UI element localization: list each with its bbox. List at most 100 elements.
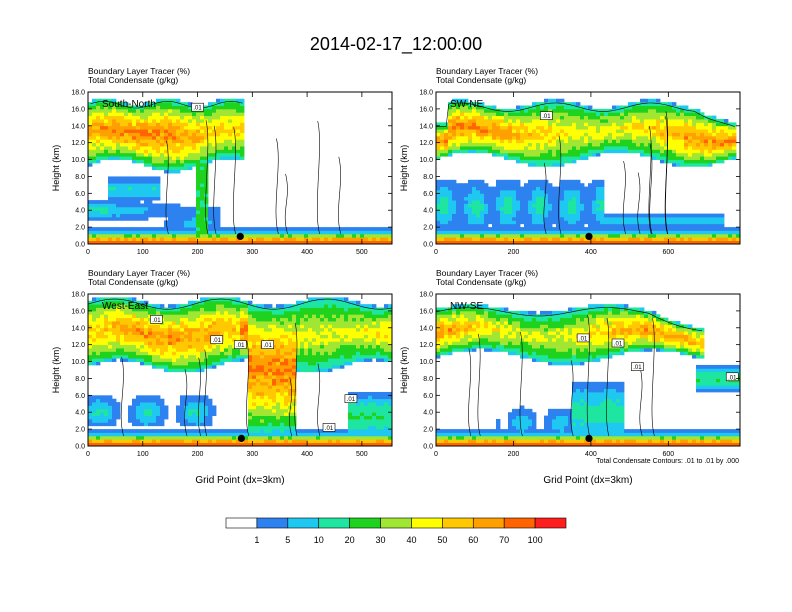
field-cell	[712, 122, 717, 127]
field-cell	[448, 108, 453, 113]
field-cell	[504, 112, 509, 117]
field-cell	[160, 156, 165, 160]
field-cell	[352, 237, 357, 242]
tracer-field	[436, 98, 740, 244]
field-cell	[196, 395, 201, 400]
field-cell	[640, 227, 645, 231]
field-cell	[148, 210, 153, 214]
field-cell	[172, 166, 177, 171]
field-cell	[116, 122, 121, 127]
field-cell	[104, 237, 109, 242]
field-cell	[500, 119, 505, 123]
field-cell	[176, 203, 181, 208]
field-cell	[224, 351, 229, 356]
field-cell	[192, 317, 197, 322]
field-cell	[100, 146, 105, 150]
field-cell	[88, 327, 93, 332]
field-cell	[128, 196, 133, 201]
field-cell	[384, 233, 389, 238]
field-cell	[108, 132, 113, 137]
field-cell	[160, 348, 165, 352]
field-cell	[504, 220, 509, 225]
field-cell	[684, 146, 689, 150]
field-cell	[480, 102, 485, 106]
field-cell	[136, 408, 141, 413]
field-cell	[688, 159, 693, 164]
field-cell	[328, 240, 333, 244]
field-cell	[556, 240, 561, 244]
field-cell	[116, 213, 121, 218]
field-cell	[708, 156, 713, 160]
field-cell	[208, 149, 213, 154]
field-cell	[204, 146, 209, 150]
field-cell	[216, 324, 221, 329]
field-cell	[192, 368, 197, 373]
field-cell	[216, 300, 221, 305]
field-cell	[660, 159, 665, 164]
field-cell	[624, 230, 629, 235]
field-cell	[732, 237, 737, 242]
y-axis-label: Height (km)	[399, 145, 409, 192]
field-cell	[204, 176, 209, 181]
field-cell	[700, 119, 705, 123]
field-cell	[504, 156, 509, 160]
field-cell	[148, 206, 153, 211]
field-cell	[500, 135, 505, 140]
field-cell	[724, 132, 729, 137]
field-cell	[480, 112, 485, 117]
field-cell	[152, 237, 157, 242]
field-cell	[540, 119, 545, 123]
field-cell	[200, 321, 205, 325]
field-cell	[352, 230, 357, 235]
field-cell	[236, 354, 241, 359]
field-cell	[548, 237, 553, 242]
field-cell	[148, 122, 153, 127]
field-cell	[212, 442, 217, 446]
field-cell	[88, 317, 93, 322]
field-cell	[92, 112, 97, 117]
field-cell	[492, 108, 497, 113]
field-cell	[572, 146, 577, 150]
field-cell	[104, 132, 109, 137]
field-cell	[564, 193, 569, 198]
field-cell	[188, 337, 193, 342]
field-cell	[220, 102, 225, 106]
field-cell	[684, 162, 689, 167]
field-cell	[176, 358, 181, 362]
field-cell	[464, 189, 469, 194]
field-cell	[696, 216, 701, 221]
field-cell	[244, 233, 249, 238]
field-cell	[576, 240, 581, 244]
field-cell	[484, 216, 489, 221]
field-cell	[516, 156, 521, 160]
field-cell	[508, 216, 513, 221]
field-cell	[148, 112, 153, 117]
field-cell	[452, 119, 457, 123]
field-cell	[448, 135, 453, 140]
field-cell	[480, 183, 485, 187]
field-cell	[468, 216, 473, 221]
field-cell	[580, 203, 585, 208]
field-cell	[280, 237, 285, 242]
field-cell	[496, 203, 501, 208]
field-cell	[128, 334, 133, 339]
field-cell	[100, 395, 105, 400]
field-cell	[536, 125, 541, 130]
field-cell	[96, 203, 101, 208]
field-cell	[528, 129, 533, 133]
field-cell	[212, 102, 217, 106]
field-cell	[140, 176, 145, 181]
field-cell	[676, 156, 681, 160]
field-cell	[196, 193, 201, 198]
y-tick-label: 2.0	[75, 225, 85, 232]
field-cell	[108, 149, 113, 154]
field-cell	[624, 135, 629, 140]
field-cell	[128, 341, 133, 346]
field-cell	[112, 442, 117, 446]
field-cell	[708, 129, 713, 133]
field-cell	[688, 129, 693, 133]
field-cell	[144, 354, 149, 359]
field-cell	[636, 129, 641, 133]
field-cell	[104, 331, 109, 335]
field-cell	[240, 331, 245, 335]
